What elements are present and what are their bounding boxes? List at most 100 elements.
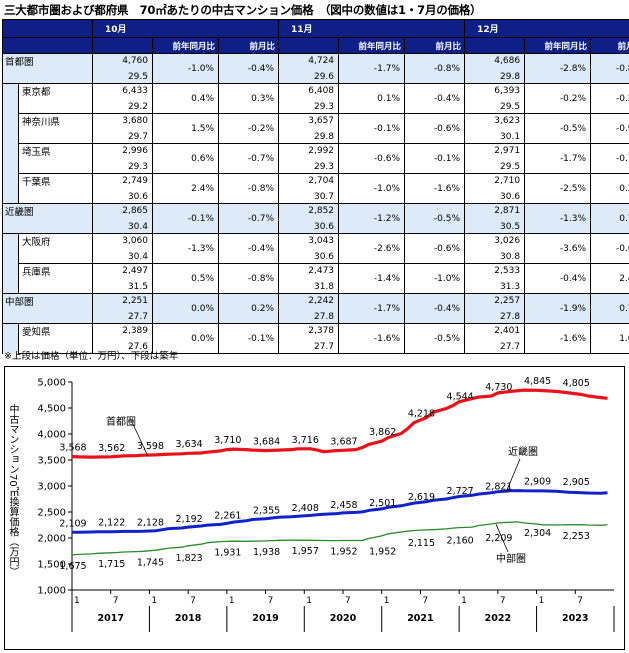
price-value: 2,749	[122, 176, 148, 186]
series-leader-line	[505, 458, 521, 493]
price-value: 2,242	[308, 296, 335, 306]
col-mom-header: 前月比	[590, 37, 629, 54]
price-cell: 2,533 31.3	[464, 263, 526, 294]
yoy-cell: -1.6%	[524, 323, 592, 354]
data-label: 2,122	[98, 518, 125, 529]
price-value: 4,760	[122, 56, 148, 66]
table-row: 中部圏 2,251 27.7 0.0% 0.2% 2,242 27.8 -1.7% -0.4% 2…	[2, 293, 629, 324]
mom-cell: -0.5%	[404, 323, 466, 354]
x-month-label: 1	[384, 596, 390, 606]
mom-cell: 0.2%	[217, 293, 280, 324]
yoy-cell: 0.0%	[152, 323, 219, 354]
x-month-label: 1	[74, 596, 80, 606]
data-label: 1,938	[253, 547, 280, 558]
x-month-label: 7	[113, 596, 119, 606]
building-age-value: 31.5	[127, 282, 148, 292]
mom-cell: 1.0%	[590, 323, 629, 354]
yoy-cell: -1.6%	[338, 323, 406, 354]
table-row: 近畿圏 2,865 30.4 -0.1% -0.7% 2,852 30.6 -1.2% -0.5…	[2, 203, 629, 234]
price-cell: 2,401 27.7	[464, 323, 526, 354]
price-cell: 3,026 30.8	[464, 233, 526, 264]
price-value: 2,704	[308, 176, 335, 186]
yoy-cell: -1.3%	[524, 203, 592, 234]
table-corner	[2, 19, 93, 38]
series-name-label: 近畿圏	[508, 445, 538, 458]
price-cell: 2,251 27.7	[92, 293, 153, 324]
price-value: 2,852	[308, 206, 335, 216]
y-tick-label: 2,000	[37, 534, 66, 545]
yoy-cell: -0.5%	[524, 113, 592, 144]
data-label: 2,501	[369, 498, 396, 509]
price-value: 6,408	[308, 86, 335, 96]
yoy-cell: -1.7%	[338, 293, 406, 324]
data-label: 3,716	[292, 435, 319, 446]
yoy-cell: -1.3%	[152, 233, 219, 264]
price-value: 3,060	[122, 236, 148, 246]
data-label: 3,634	[176, 439, 203, 450]
building-age-value: 27.7	[500, 342, 521, 352]
col-price-header	[92, 37, 153, 54]
yoy-cell: -1.7%	[524, 143, 592, 174]
data-label: 2,109	[59, 518, 86, 529]
table-row: 兵庫県 2,497 31.5 0.5% -0.8% 2,473 31.8 -1.4% -1.0%…	[2, 263, 629, 294]
price-cell: 6,393 29.5	[464, 83, 526, 114]
row-indent	[2, 323, 19, 354]
price-table: 10月11月12月前年同月比前月比前年同月比前月比前年同月比前月比首都圏4,76…	[2, 19, 629, 354]
yoy-cell: -1.7%	[338, 53, 406, 84]
mom-cell: 0.7%	[590, 293, 629, 324]
x-year-label: 2019	[252, 613, 278, 624]
y-tick-label: 4,000	[37, 430, 66, 441]
data-label: 2,909	[524, 477, 551, 488]
mom-cell: -0.8%	[217, 173, 280, 204]
data-label: 2,408	[292, 503, 319, 514]
yoy-cell: -2.8%	[524, 53, 592, 84]
building-age-value: 30.6	[500, 192, 521, 202]
yoy-cell: 2.4%	[152, 173, 219, 204]
month-header: 12月	[464, 19, 629, 38]
mom-cell: 0.3%	[217, 83, 280, 114]
price-value: 6,433	[122, 86, 148, 96]
x-month-label: 1	[229, 596, 235, 606]
data-label: 2,458	[330, 500, 357, 511]
data-label: 2,115	[408, 538, 435, 549]
table-row: 首都圏 4,760 29.5 -1.0% -0.4% 4,724 29.6 -1.7% -0.8…	[2, 53, 629, 84]
y-tick-label: 4,500	[37, 404, 66, 415]
yoy-cell: -0.6%	[338, 143, 406, 174]
building-age-value: 29.6	[313, 72, 335, 82]
yoy-cell: 1.5%	[152, 113, 219, 144]
x-month-label: 7	[268, 596, 274, 606]
building-age-value: 27.7	[127, 312, 148, 322]
mom-cell: -0.5%	[404, 203, 466, 234]
building-age-value: 30.6	[313, 252, 335, 262]
series-name-label: 中部圏	[496, 552, 526, 565]
price-cell: 2,704 30.7	[278, 173, 340, 204]
building-age-value: 27.6	[127, 342, 148, 352]
price-value: 2,971	[494, 146, 521, 156]
data-label: 2,355	[253, 506, 280, 517]
data-label: 3,710	[214, 435, 241, 446]
building-age-value: 30.1	[500, 132, 521, 142]
region-name: 中部圏	[2, 293, 93, 324]
price-value: 6,393	[494, 86, 521, 96]
building-age-value: 30.4	[127, 252, 148, 262]
x-year-label: 2023	[562, 613, 588, 624]
data-label: 3,562	[98, 443, 125, 454]
price-value: 2,251	[122, 296, 148, 306]
building-age-value: 27.7	[313, 342, 335, 352]
y-tick-label: 5,000	[37, 378, 66, 389]
building-age-value: 30.6	[313, 222, 335, 232]
region-name: 首都圏	[2, 53, 93, 84]
series-name-label: 首都圏	[106, 415, 136, 428]
mom-cell: -0.6%	[404, 233, 466, 264]
price-cell: 2,749 30.6	[92, 173, 153, 204]
chart-frame	[4, 366, 625, 650]
price-value: 2,992	[308, 146, 335, 156]
table-note: ※上段は価格（単位：万円）、下段は築年	[4, 351, 179, 362]
table-row: 神奈川県 3,680 29.7 1.5% -0.2% 3,657 29.8 -0.1% -0.6…	[2, 113, 629, 144]
data-label: 2,209	[485, 533, 512, 544]
table-corner	[2, 37, 93, 54]
price-value: 2,401	[494, 326, 521, 336]
price-cell: 2,242 27.8	[278, 293, 340, 324]
x-month-label: 1	[151, 596, 157, 606]
x-year-label: 2018	[175, 613, 202, 624]
